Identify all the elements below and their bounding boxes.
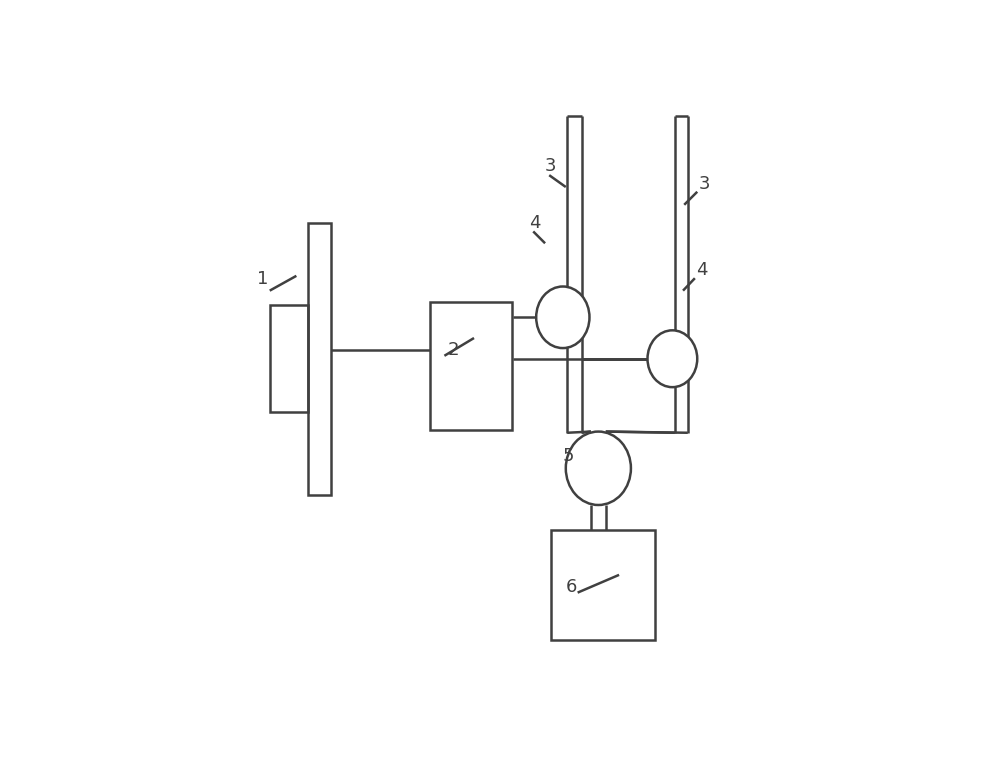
Text: 4: 4 (529, 214, 541, 231)
Bar (308, 222, 331, 495)
Ellipse shape (648, 331, 697, 387)
Text: 6: 6 (566, 578, 577, 596)
Ellipse shape (566, 431, 631, 505)
Bar (551, 531, 655, 640)
Text: 4: 4 (696, 261, 708, 279)
Text: 1: 1 (257, 270, 268, 288)
Text: 3: 3 (545, 158, 557, 175)
Text: 3: 3 (699, 175, 711, 193)
Ellipse shape (536, 287, 589, 348)
Text: 5: 5 (563, 448, 574, 465)
Text: 2: 2 (447, 341, 459, 359)
Bar (270, 305, 308, 412)
Bar (430, 302, 512, 430)
